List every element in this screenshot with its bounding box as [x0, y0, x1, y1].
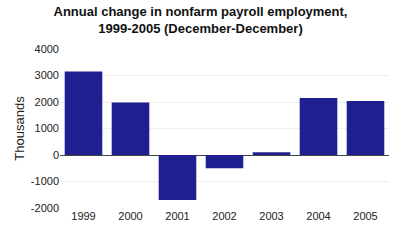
svg-text:2003: 2003 [259, 210, 283, 222]
svg-text:Thousands: Thousands [12, 96, 27, 161]
svg-text:2002: 2002 [212, 210, 236, 222]
svg-text:Annual change in nonfarm payro: Annual change in nonfarm payroll employm… [54, 4, 348, 36]
svg-text:2000: 2000 [118, 210, 142, 222]
svg-text:2005: 2005 [353, 210, 377, 222]
svg-text:1000: 1000 [35, 122, 59, 134]
svg-text:0: 0 [53, 149, 59, 161]
svg-text:3000: 3000 [35, 69, 59, 81]
svg-text:1999: 1999 [71, 210, 95, 222]
svg-text:2004: 2004 [306, 210, 330, 222]
svg-text:-2000: -2000 [31, 202, 59, 214]
svg-text:4000: 4000 [35, 43, 59, 55]
svg-text:2001: 2001 [165, 210, 189, 222]
svg-text:2000: 2000 [35, 96, 59, 108]
svg-text:-1000: -1000 [31, 175, 59, 187]
